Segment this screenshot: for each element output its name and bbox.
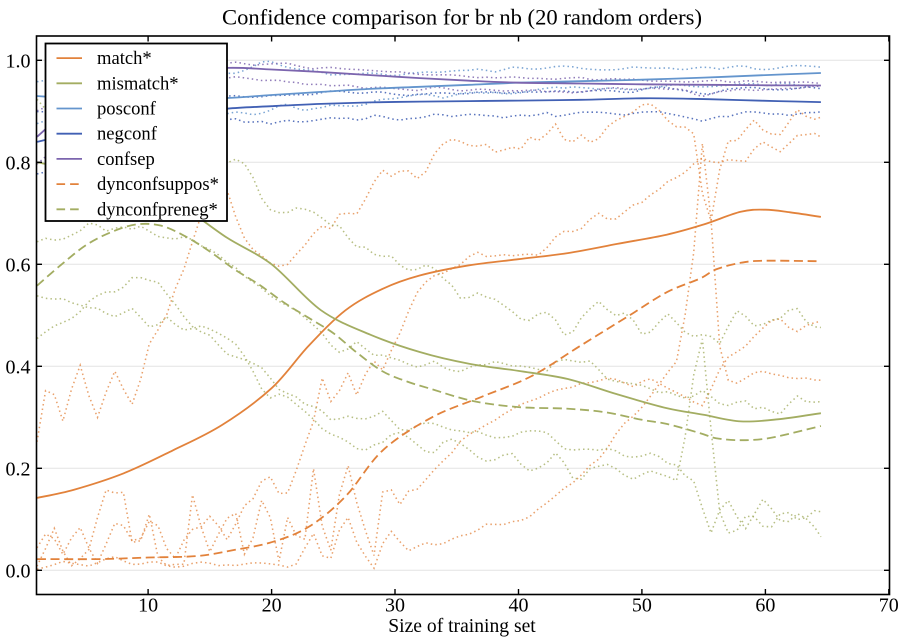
svg-text:Size of training set: Size of training set: [388, 616, 536, 637]
svg-text:1.0: 1.0: [6, 51, 31, 73]
svg-text:dynconfsuppos*: dynconfsuppos*: [97, 174, 219, 195]
svg-text:30: 30: [385, 595, 405, 617]
svg-text:20: 20: [262, 595, 282, 617]
svg-text:70: 70: [879, 595, 899, 617]
svg-text:posconf: posconf: [97, 99, 157, 120]
svg-text:0.2: 0.2: [6, 459, 31, 481]
svg-text:50: 50: [632, 595, 652, 617]
svg-text:0.6: 0.6: [6, 255, 31, 277]
svg-text:dynconfpreneg*: dynconfpreneg*: [97, 199, 218, 220]
svg-text:40: 40: [509, 595, 529, 617]
svg-text:10: 10: [138, 595, 158, 617]
svg-text:confsep: confsep: [97, 149, 155, 170]
svg-text:mismatch*: mismatch*: [97, 73, 179, 94]
svg-text:60: 60: [755, 595, 775, 617]
svg-text:0.8: 0.8: [6, 153, 31, 175]
svg-text:0.0: 0.0: [6, 561, 31, 583]
svg-text:negconf: negconf: [97, 124, 158, 145]
svg-text:Confidence comparison for br n: Confidence comparison for br nb (20 rand…: [222, 5, 702, 30]
svg-text:match*: match*: [97, 48, 152, 69]
svg-text:0.4: 0.4: [6, 357, 31, 379]
